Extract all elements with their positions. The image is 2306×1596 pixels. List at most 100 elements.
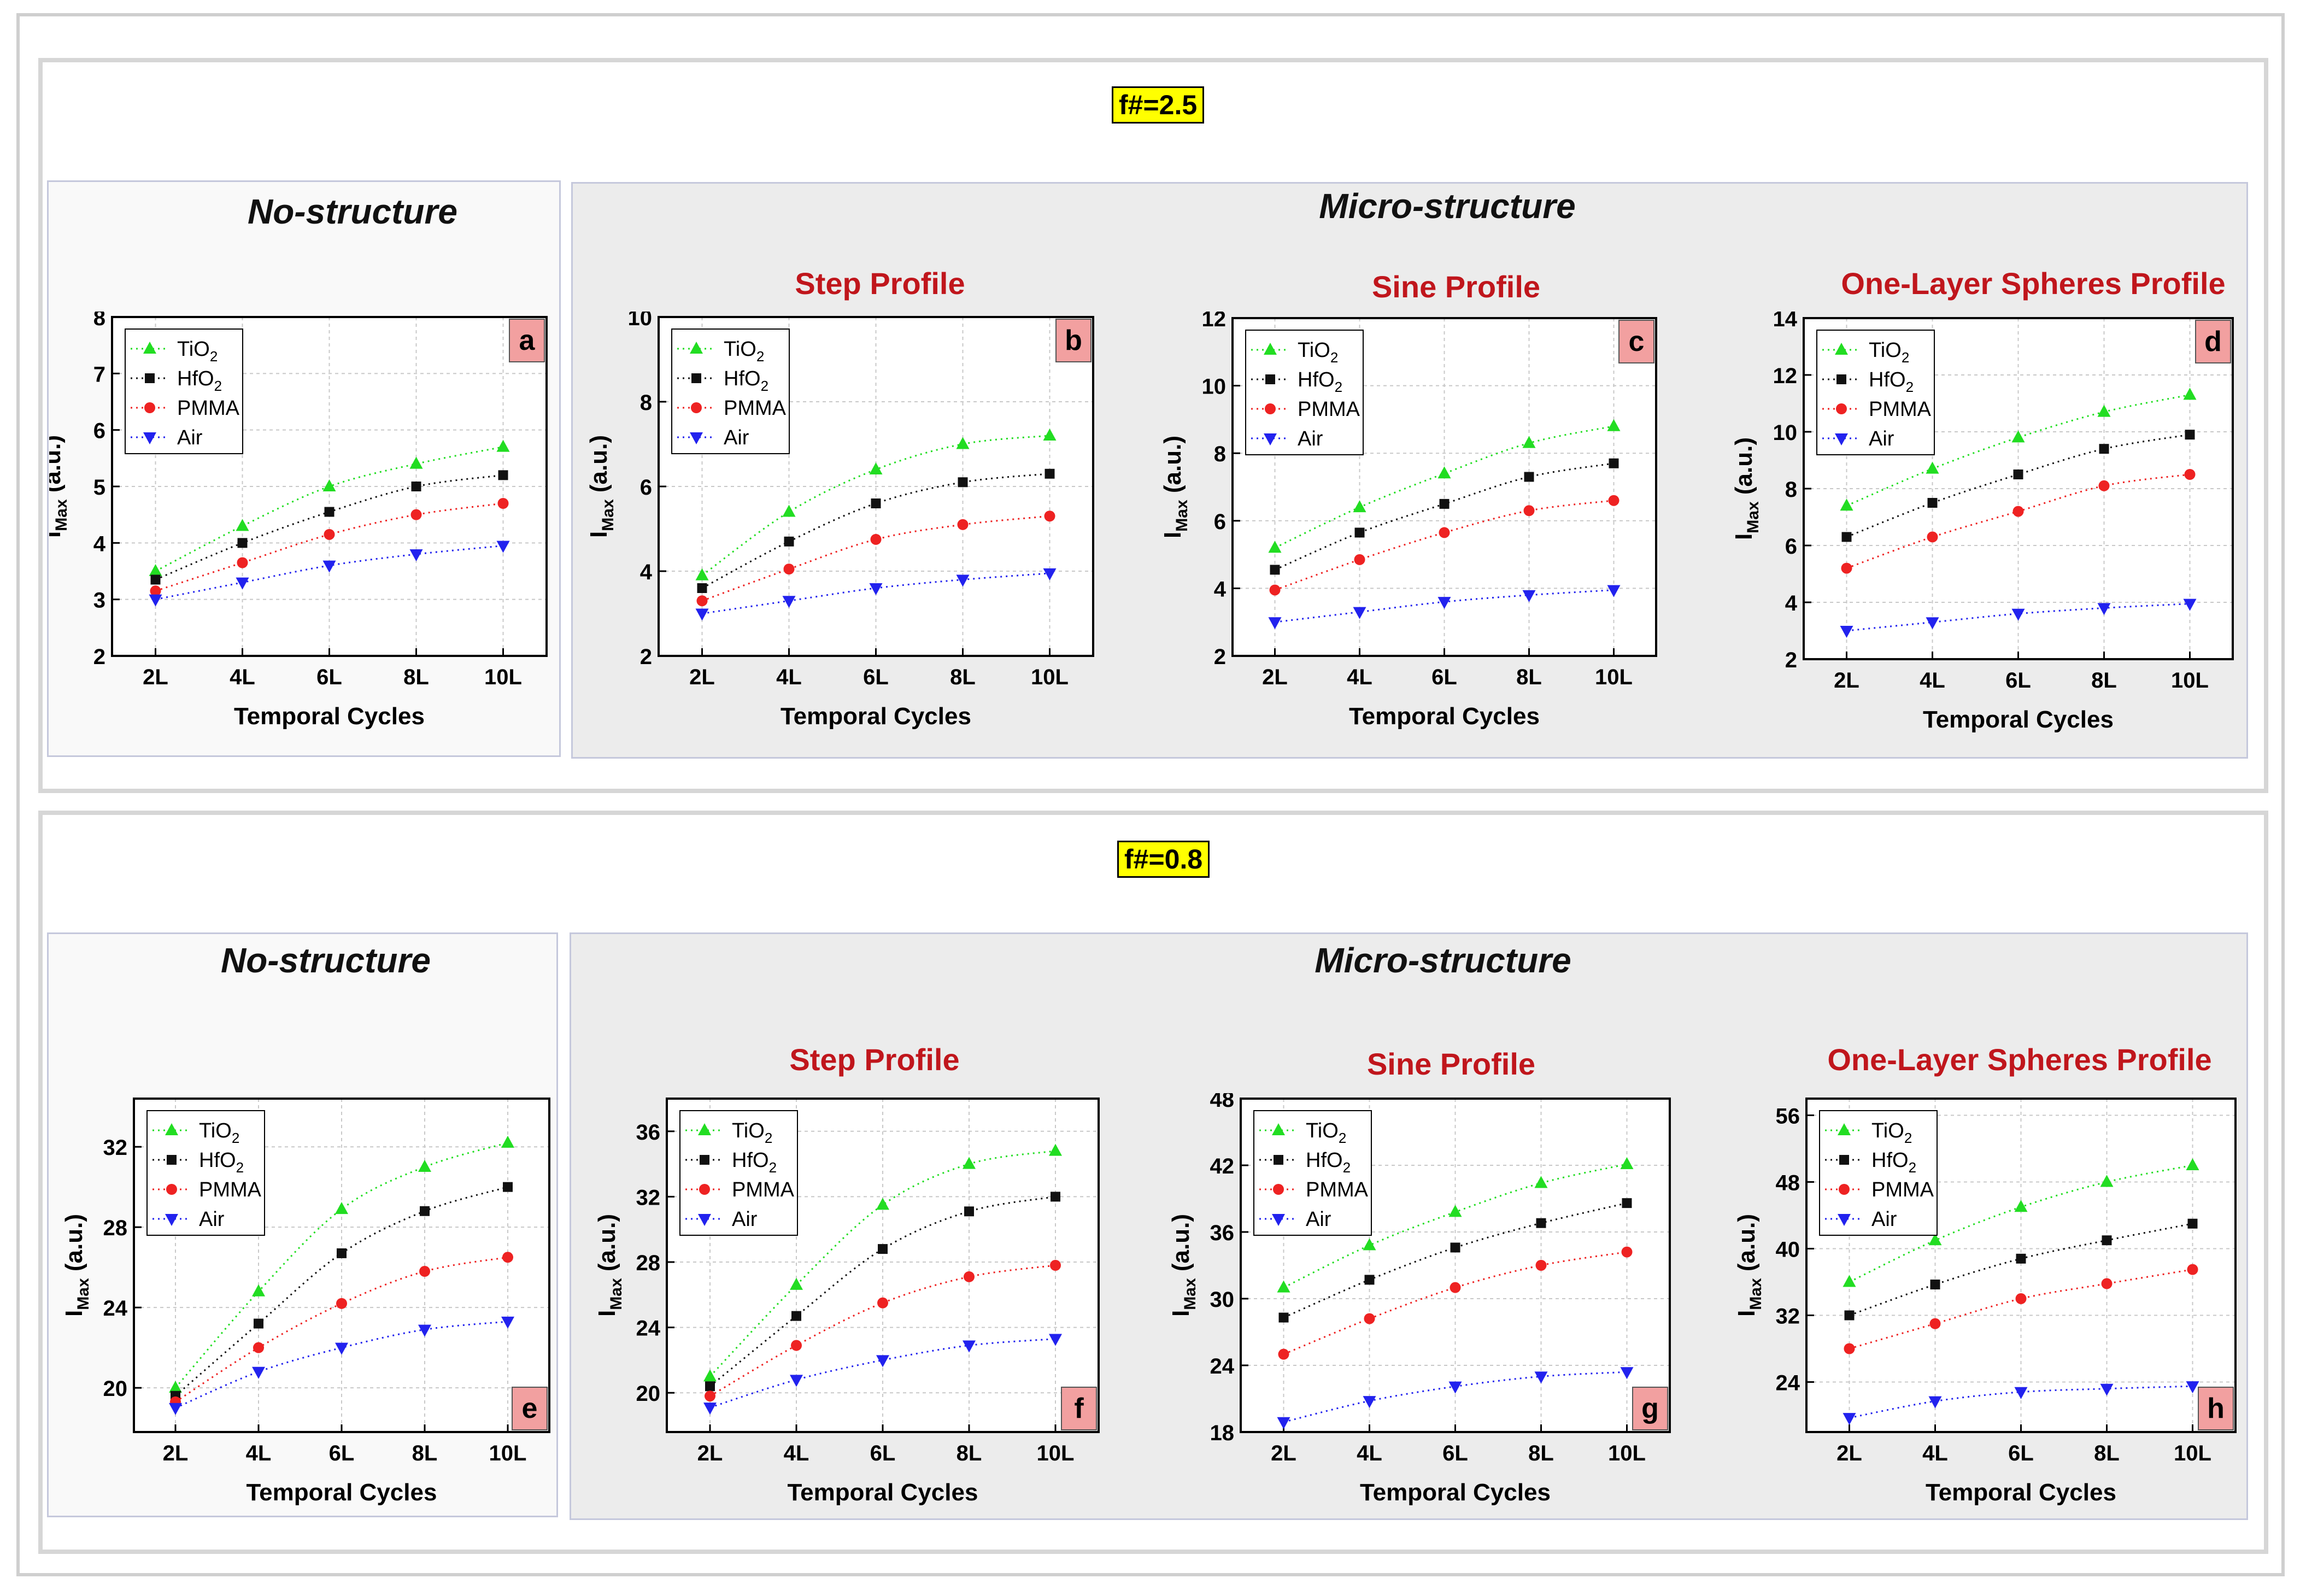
data-point-pmma — [870, 533, 882, 545]
chart-g: 18 24 30 36 42 48 2L 4L 6L 8L 10L Temporal Cycles IM… — [1167, 1093, 1671, 1506]
panel-label-box — [2195, 320, 2231, 363]
panel-label: e — [522, 1393, 538, 1424]
legend-marker-tio2 — [143, 342, 156, 354]
x-tick-label: 4L — [784, 1441, 809, 1465]
x-axis-title: Temporal Cycles — [1349, 703, 1540, 730]
x-tick-label: 6L — [2008, 1441, 2034, 1465]
data-point-pmma — [2187, 1264, 2198, 1275]
legend-marker-pmma — [1839, 1184, 1850, 1195]
data-point-tio2 — [149, 564, 162, 576]
data-point-air — [2183, 598, 2197, 611]
legend-marker-air — [1838, 1214, 1851, 1226]
data-point-air — [322, 560, 336, 573]
data-point-tio2 — [1843, 1275, 1856, 1287]
legend-marker-pmma — [1836, 403, 1847, 414]
data-point-air — [703, 1403, 717, 1415]
data-point-hfo2 — [1622, 1198, 1632, 1208]
series-hfo2 — [150, 470, 508, 585]
data-point-hfo2 — [1536, 1218, 1546, 1228]
data-point-pmma — [497, 498, 509, 509]
title-microstructure-bottom: Micro-structure — [1315, 941, 1571, 980]
legend-marker-air — [698, 1214, 711, 1226]
series-line — [701, 515, 1050, 602]
data-point-hfo2 — [254, 1318, 263, 1329]
y-tick-label: 4 — [93, 532, 106, 556]
x-tick-label: 6L — [316, 665, 342, 689]
chart-d: 2 4 6 8 10 12 14 2L 4L 6L 8L 10L Temporal Cycles IMax… — [1730, 312, 2234, 733]
data-point-hfo2 — [337, 1248, 347, 1258]
legend-marker-tio2 — [698, 1123, 711, 1135]
data-point-pmma — [502, 1252, 513, 1263]
legend-marker-air — [143, 432, 156, 444]
data-point-air — [790, 1375, 803, 1387]
data-point-air — [335, 1342, 348, 1355]
series-tio2 — [169, 1135, 514, 1393]
legend-marker-pmma — [1273, 1184, 1284, 1195]
legend-marker-tio2 — [1272, 1123, 1285, 1135]
data-point-air — [876, 1355, 889, 1368]
data-point-tio2 — [1353, 500, 1366, 513]
y-tick-label: 2 — [1785, 648, 1797, 672]
data-point-tio2 — [2014, 1200, 2028, 1212]
data-point-hfo2 — [237, 538, 248, 548]
data-point-tio2 — [1840, 498, 1853, 511]
panel-label-box — [1632, 1387, 1668, 1430]
data-point-air — [2014, 1387, 2028, 1399]
x-tick-label: 8L — [950, 665, 976, 689]
y-tick-label: 36 — [636, 1120, 661, 1145]
y-axis-title: IMax (a.u.) — [1167, 1214, 1199, 1317]
legend-marker-hfo2 — [1274, 1155, 1283, 1165]
panel-label-box — [1618, 320, 1654, 363]
legend-marker-tio2 — [165, 1123, 178, 1135]
data-point-hfo2 — [1450, 1242, 1460, 1253]
x-tick-label: 8L — [412, 1441, 438, 1465]
data-point-tio2 — [1534, 1176, 1548, 1188]
series-hfo2 — [705, 1192, 1060, 1392]
y-tick-label: 24 — [636, 1317, 661, 1341]
data-point-pmma — [783, 564, 795, 575]
y-axis-title: IMax (a.u.) — [61, 1214, 92, 1317]
y-tick-label: 2 — [93, 645, 105, 669]
y-tick-label: 4 — [1214, 577, 1227, 601]
legend-label-hfo2: HfO2 — [1298, 368, 1342, 395]
legend-label-tio2: TiO2 — [732, 1119, 772, 1146]
x-tick-label: 8L — [957, 1441, 982, 1465]
legend-marker-air — [690, 432, 703, 444]
profile-title-sine-top: Sine Profile — [1371, 269, 1541, 304]
data-point-pmma — [1364, 1313, 1375, 1324]
data-point-hfo2 — [791, 1311, 801, 1321]
y-tick-label: 36 — [1210, 1221, 1235, 1245]
data-point-hfo2 — [411, 482, 421, 491]
data-point-tio2 — [2011, 430, 2025, 443]
data-point-tio2 — [1607, 419, 1621, 431]
data-point-hfo2 — [1439, 498, 1450, 509]
data-point-air — [1926, 617, 1939, 630]
data-point-pmma — [1621, 1246, 1633, 1258]
legend-marker-pmma — [691, 402, 702, 413]
data-point-air — [695, 608, 709, 621]
data-point-pmma — [1439, 527, 1450, 538]
legend-label-air: Air — [1871, 1208, 1897, 1231]
x-tick-label: 8L — [403, 665, 429, 689]
data-point-hfo2 — [1524, 472, 1534, 482]
data-point-air — [2011, 608, 2025, 621]
legend-label-tio2: TiO2 — [1298, 339, 1338, 366]
y-axis-title: IMax (a.u.) — [585, 435, 617, 538]
legend-marker-hfo2 — [700, 1155, 709, 1165]
data-point-pmma — [696, 595, 708, 607]
data-point-pmma — [324, 529, 335, 540]
x-tick-label: 4L — [1922, 1441, 1948, 1465]
y-tick-label: 20 — [103, 1377, 128, 1401]
legend-marker-hfo2 — [1265, 374, 1275, 384]
data-point-air — [1607, 585, 1621, 597]
x-tick-label: 6L — [1431, 665, 1457, 689]
data-point-pmma — [1608, 495, 1620, 506]
data-point-tio2 — [876, 1198, 889, 1210]
panel-label-box — [512, 1387, 548, 1430]
data-point-tio2 — [1522, 436, 1536, 448]
data-point-air — [869, 583, 883, 595]
data-point-air — [496, 541, 510, 553]
